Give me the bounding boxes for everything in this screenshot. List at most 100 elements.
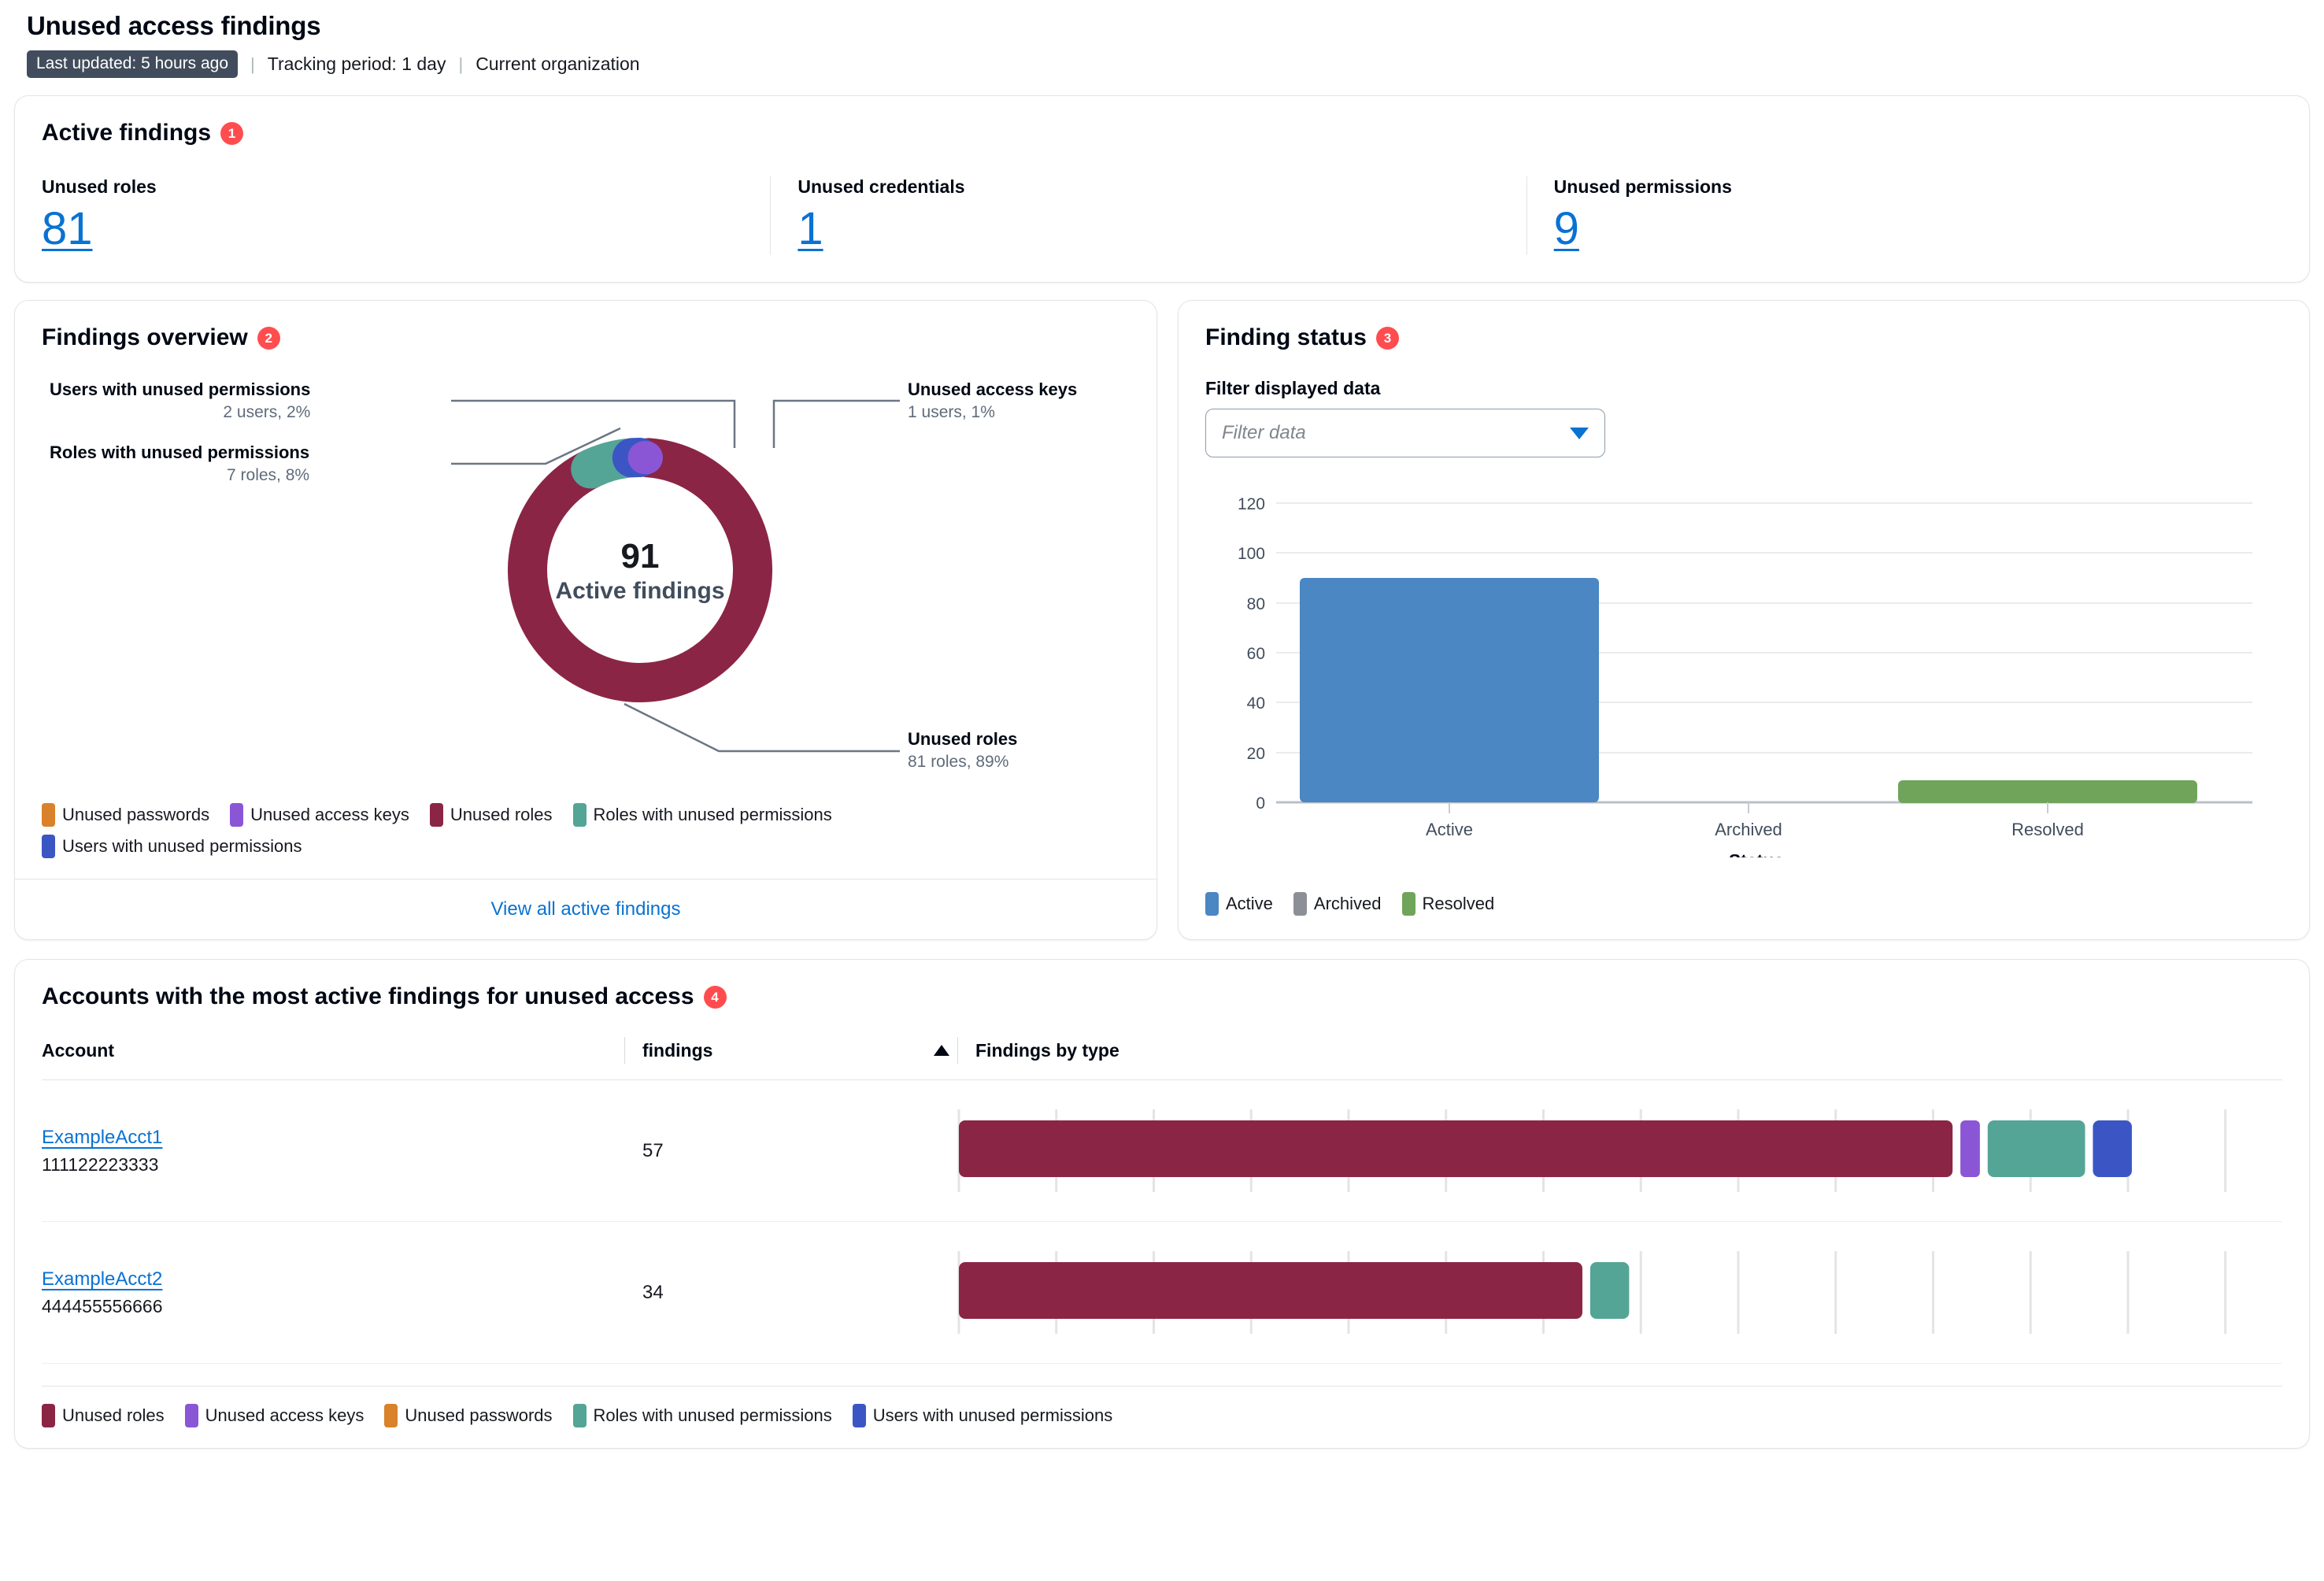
metric-label: Unused permissions: [1553, 176, 1732, 197]
page-meta-row: Last updated: 5 hours ago | Tracking per…: [27, 50, 2297, 78]
donut-annotation-access-keys: Unused access keys 1 users, 1%: [908, 380, 1077, 422]
meta-separator-2: |: [458, 54, 464, 74]
legend-item-roles-with-unused-permissions: Roles with unused permissions: [572, 803, 832, 827]
findings-overview-legend: Unused passwords Unused access keys Unus…: [15, 792, 1156, 858]
legend-swatch-icon: [572, 803, 587, 827]
donut-annotation-users-permissions: Users with unused permissions 2 users, 2…: [50, 380, 310, 422]
page-header: Unused access findings Last updated: 5 h…: [14, 0, 2310, 84]
mid-row: Findings overview 2: [14, 300, 2310, 940]
last-updated-badge: Last updated: 5 hours ago: [27, 50, 239, 78]
page-title: Unused access findings: [27, 11, 321, 40]
column-header-findings[interactable]: findings: [642, 1039, 713, 1061]
metric-unused-credentials: Unused credentials 1: [770, 176, 1526, 255]
legend-item-unused-roles: Unused roles: [42, 1404, 165, 1427]
legend-item-unused-passwords: Unused passwords: [384, 1404, 553, 1427]
metric-label: Unused roles: [42, 176, 157, 197]
finding-status-title-row: Finding status 3: [1205, 324, 2282, 351]
legend-item-unused-access-keys: Unused access keys: [230, 803, 409, 827]
active-findings-badge: 1: [220, 121, 244, 145]
accounts-title: Accounts with the most active findings f…: [42, 983, 694, 1009]
active-findings-card: Active findings 1 Unused roles 81 Unused…: [14, 95, 2310, 283]
donut-annotation-roles-permissions: Roles with unused permissions 7 roles, 8…: [50, 442, 309, 485]
view-all-active-findings-link[interactable]: View all active findings: [490, 898, 681, 920]
category-ticks: [1449, 802, 2048, 813]
stacked-bar-svg-row-1: [957, 1109, 2227, 1192]
accounts-card: Accounts with the most active findings f…: [14, 959, 2310, 1449]
donut-segment-unused-roles: [508, 438, 772, 702]
legend-label: Roles with unused permissions: [593, 1405, 832, 1425]
donut-ring: [508, 438, 772, 702]
legend-swatch-icon: [42, 1404, 55, 1427]
segment-unused-roles: [958, 1120, 1953, 1177]
segment-unused-roles: [958, 1262, 1582, 1319]
x-tick-active: Active: [1426, 820, 1473, 839]
finding-status-bar-chart: 120 100 80 60 40 20 0 A: [1205, 487, 2282, 881]
finding-status-legend: Active Archived Resolved: [1205, 892, 2282, 916]
account-id: 444455556666: [42, 1295, 163, 1316]
account-cell: ExampleAcct2 444455556666: [42, 1268, 624, 1317]
legend-swatch-icon: [852, 1404, 866, 1427]
stacked-bar-svg-row-2: [957, 1251, 2227, 1334]
donut-annotation-unused-roles: Unused roles 81 roles, 89%: [908, 729, 1017, 772]
metric-value-link[interactable]: 81: [42, 203, 93, 254]
metrics-row: Unused roles 81 Unused credentials 1 Unu…: [42, 176, 2282, 255]
finding-status-title: Finding status: [1205, 324, 1367, 350]
metric-value-link[interactable]: 9: [1553, 203, 1579, 254]
accounts-table: Account findings Findings by type Exampl…: [42, 1037, 2282, 1364]
filter-data-select[interactable]: Filter data: [1205, 409, 1605, 457]
legend-label: Unused roles: [62, 1405, 165, 1425]
accounts-legend: Unused roles Unused access keys Unused p…: [42, 1386, 2282, 1427]
metric-unused-roles: Unused roles 81: [42, 176, 770, 255]
findings-count: 57: [642, 1139, 664, 1161]
column-divider-1: [624, 1037, 625, 1064]
x-tick-archived: Archived: [1715, 820, 1782, 839]
account-name-link[interactable]: ExampleAcct1: [42, 1126, 163, 1148]
finding-status-badge: 3: [1376, 326, 1399, 350]
account-name-link[interactable]: ExampleAcct2: [42, 1268, 163, 1290]
legend-label: Users with unused permissions: [872, 1405, 1113, 1425]
chevron-down-icon: [1570, 427, 1589, 439]
legend-label: Unused roles: [450, 805, 553, 824]
segment-roles-with-unused-permissions: [1987, 1120, 2085, 1177]
column-header-findings-by-type: Findings by type: [975, 1039, 1119, 1061]
metric-unused-permissions: Unused permissions 9: [1526, 176, 2282, 255]
legend-swatch-icon: [1401, 892, 1415, 916]
finding-status-card: Finding status 3 Filter displayed data F…: [1178, 300, 2310, 940]
sort-ascending-icon[interactable]: [926, 1045, 957, 1056]
legend-label: Unused access keys: [205, 1405, 365, 1425]
view-all-findings-bar: View all active findings: [15, 879, 1156, 939]
legend-label: Archived: [1313, 894, 1382, 913]
legend-item-resolved: Resolved: [1401, 892, 1494, 916]
findings-overview-title: Findings overview: [42, 324, 248, 350]
tracking-period-text: Tracking period: 1 day: [267, 54, 446, 74]
accounts-title-row: Accounts with the most active findings f…: [42, 983, 2282, 1010]
x-axis-title: Status: [1729, 850, 1784, 857]
segment-users-with-unused-permissions: [2093, 1120, 2132, 1177]
annotation-title: Roles with unused permissions: [50, 442, 310, 462]
legend-swatch-icon: [384, 1404, 398, 1427]
findings-overview-body: Findings overview 2: [15, 301, 1156, 792]
metric-label: Unused credentials: [797, 176, 965, 197]
legend-item-unused-access-keys: Unused access keys: [184, 1404, 365, 1427]
legend-label: Unused passwords: [405, 1405, 553, 1425]
segment-roles-with-unused-permissions: [1589, 1262, 1630, 1319]
y-tick-60: 60: [1247, 645, 1265, 663]
legend-item-users-with-unused-permissions: Users with unused permissions: [852, 1404, 1113, 1427]
y-tick-20: 20: [1247, 745, 1265, 763]
leader-line-roles-permissions: [451, 427, 621, 465]
legend-swatch-icon: [42, 803, 55, 827]
y-tick-120: 120: [1238, 495, 1265, 513]
column-header-account[interactable]: Account: [42, 1039, 114, 1061]
metric-value-link[interactable]: 1: [797, 203, 823, 254]
y-tick-100: 100: [1238, 545, 1265, 563]
legend-item-unused-passwords: Unused passwords: [42, 803, 209, 827]
scope-text: Current organization: [476, 54, 640, 74]
legend-swatch-icon: [572, 1404, 587, 1427]
filter-label: Filter displayed data: [1205, 378, 1381, 398]
annotation-sub: 1 users, 1%: [908, 403, 995, 421]
legend-list: Active Archived Resolved: [1205, 892, 2282, 916]
bar-chart-svg: 120 100 80 60 40 20 0 A: [1238, 495, 2252, 857]
legend-label: Users with unused permissions: [62, 836, 302, 856]
bar-active: [1300, 578, 1599, 802]
